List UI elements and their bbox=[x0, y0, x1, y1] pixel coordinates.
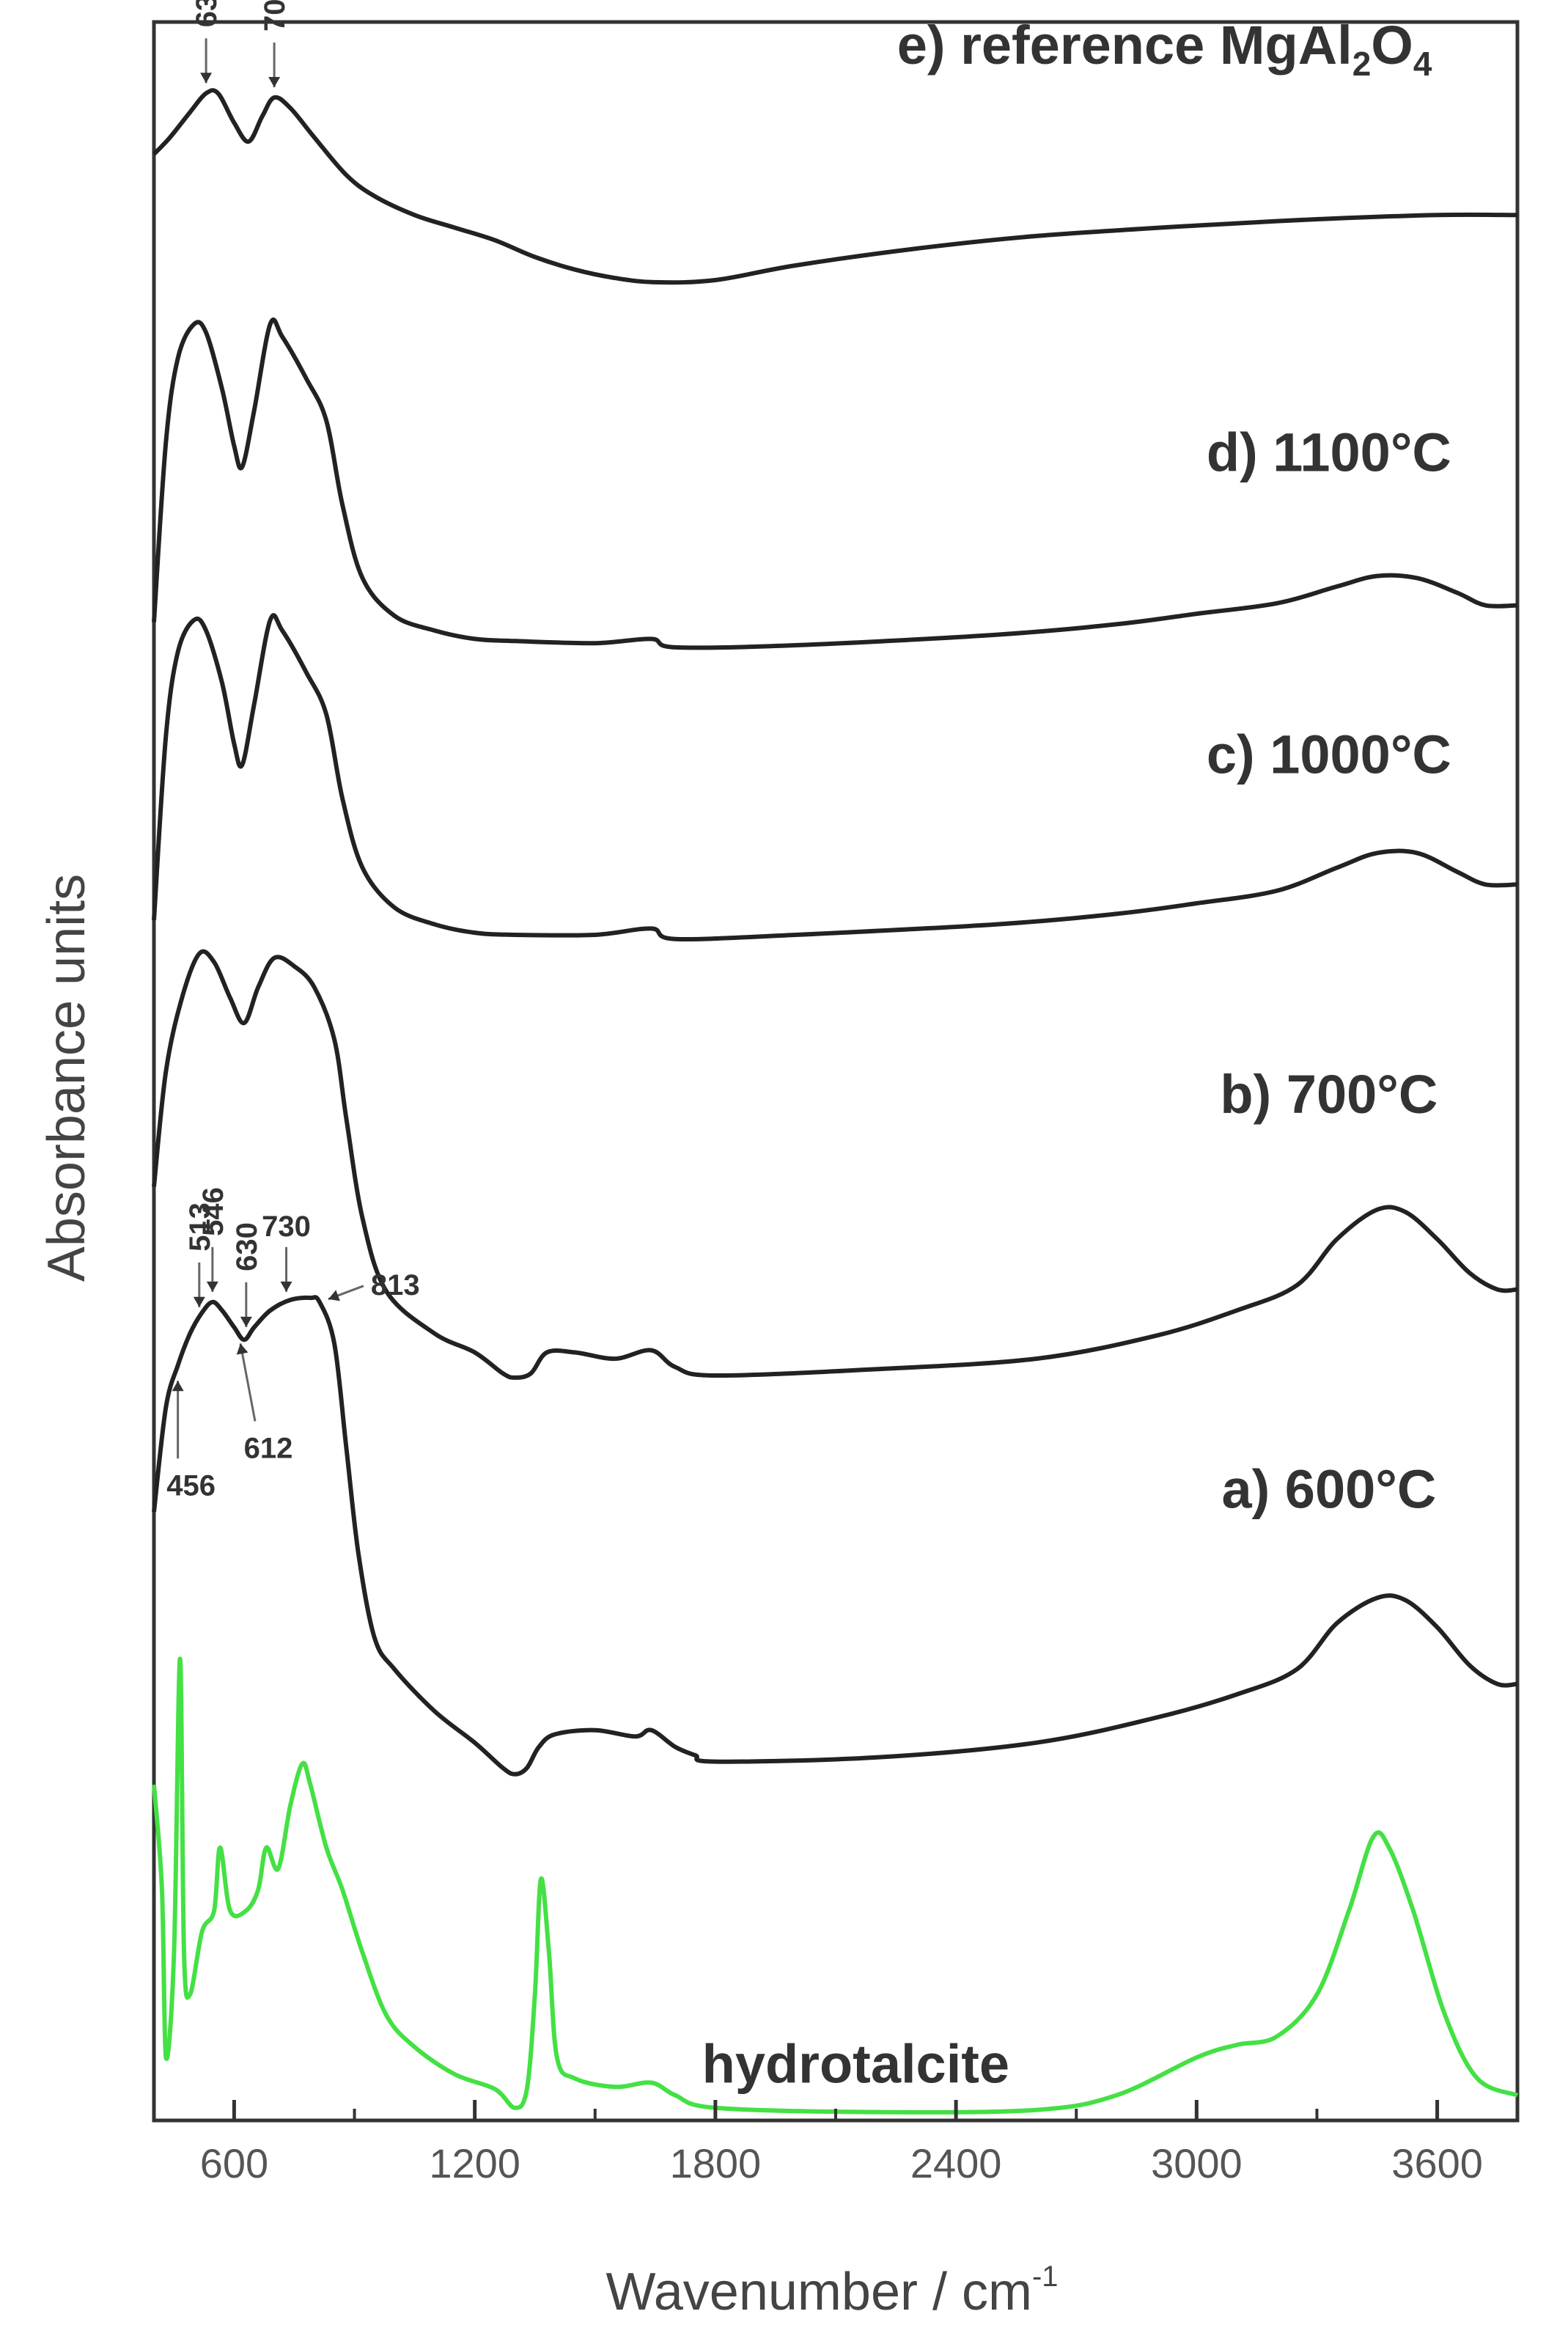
x-axis-label: Wavenumber / cm-1 bbox=[606, 2260, 1058, 2321]
series-label-1: a) 600°C bbox=[1221, 1458, 1436, 1519]
series-label-3: c) 1000°C bbox=[1207, 724, 1451, 785]
x-axis-ticks: 600 1200 1800 2400 3000 3600 bbox=[200, 2100, 1483, 2186]
peak-label-636: 636 bbox=[191, 0, 223, 27]
peak-arrowhead-813 bbox=[328, 1290, 340, 1301]
peak-arrowhead-630 bbox=[240, 1316, 252, 1327]
series-label-layer: hydrotalcite a) 600°C b) 700°C c) 1000°C d) … bbox=[702, 15, 1451, 2094]
series-label-text: c) 1000°C bbox=[1207, 724, 1451, 785]
peak-arrowhead-730 bbox=[280, 1281, 292, 1292]
series-label-0: hydrotalcite bbox=[702, 2033, 1009, 2094]
peak-label-630: 630 bbox=[231, 1222, 263, 1271]
peak-arrowhead-513 bbox=[193, 1296, 205, 1307]
x-tick-label-1200: 1200 bbox=[429, 2140, 520, 2186]
series-line-1 bbox=[152, 1295, 1518, 1777]
series-line-0 bbox=[152, 1656, 1519, 2115]
series-label-5: e) reference MgAl2O4 bbox=[897, 15, 1432, 83]
y-axis-label: Absorbance units bbox=[37, 874, 96, 1282]
peak-label-612: 612 bbox=[244, 1432, 293, 1464]
series-label-text: hydrotalcite bbox=[702, 2033, 1009, 2094]
x-tick-label-3000: 3000 bbox=[1151, 2140, 1243, 2186]
peak-arrowhead-456 bbox=[172, 1381, 184, 1392]
series-line-5 bbox=[152, 88, 1518, 285]
peak-arrowhead-700 bbox=[268, 77, 281, 88]
peak-label-730: 730 bbox=[262, 1211, 311, 1243]
subscript-2: 2 bbox=[1352, 45, 1372, 83]
subscript-4: 4 bbox=[1413, 45, 1432, 83]
x-tick-label-3600: 3600 bbox=[1391, 2140, 1483, 2186]
peak-arrow-612 bbox=[239, 1343, 257, 1422]
x-axis-label-superscript: -1 bbox=[1032, 2260, 1059, 2293]
series-label-text: a) 600°C bbox=[1221, 1458, 1436, 1519]
series-label-4: d) 1100°C bbox=[1207, 422, 1451, 482]
peak-label-456: 456 bbox=[166, 1469, 216, 1502]
peak-label-813: 813 bbox=[371, 1269, 420, 1301]
x-tick-label-1800: 1800 bbox=[670, 2140, 762, 2186]
peak-arrowhead-612 bbox=[236, 1343, 249, 1355]
series-label-text: d) 1100°C bbox=[1207, 422, 1451, 482]
x-axis-label-main: Wavenumber / cm bbox=[606, 2263, 1031, 2321]
peak-label-513: 513 bbox=[184, 1202, 216, 1252]
series-line-2 bbox=[152, 949, 1518, 1380]
series-line-4 bbox=[152, 317, 1518, 650]
peak-arrowhead-546 bbox=[206, 1281, 218, 1292]
x-tick-label-2400: 2400 bbox=[910, 2140, 1002, 2186]
peak-arrowhead-636 bbox=[200, 73, 213, 84]
x-tick-label-600: 600 bbox=[200, 2140, 268, 2186]
series-label-2: b) 700°C bbox=[1220, 1064, 1438, 1125]
peak-label-546: 546 bbox=[197, 1187, 229, 1236]
peak-label-700: 700 bbox=[259, 0, 291, 32]
series-layer bbox=[152, 88, 1519, 2115]
series-line-3 bbox=[152, 613, 1518, 941]
series-label-text: e) reference MgAl bbox=[897, 15, 1352, 76]
label-o: O bbox=[1371, 15, 1413, 76]
series-label-text: b) 700°C bbox=[1220, 1064, 1438, 1125]
